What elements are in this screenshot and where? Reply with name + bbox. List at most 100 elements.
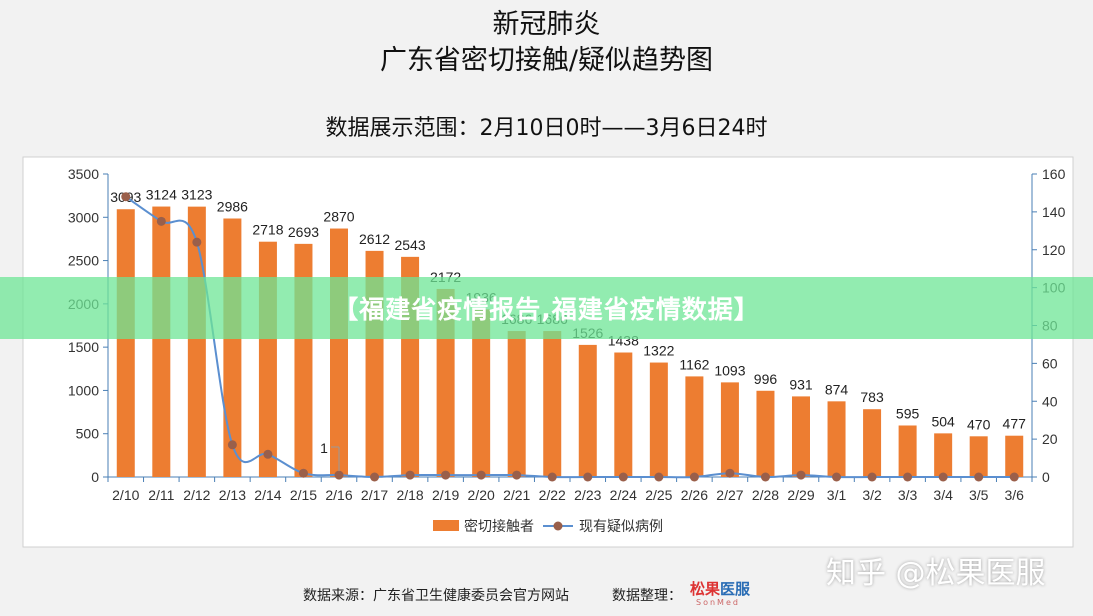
point-suspected (298, 468, 308, 478)
banner-text: 【福建省疫情报告,福建省疫情数据】 (333, 295, 760, 324)
bar-value-label: 3123 (181, 187, 212, 203)
bar-contact (720, 382, 739, 477)
x-tick-label: 2/12 (183, 487, 210, 503)
x-tick-label: 2/21 (503, 487, 530, 503)
logo-text-a: 松果 (690, 580, 721, 598)
bar-value-label: 2543 (394, 237, 425, 253)
bar-value-label: 931 (789, 376, 813, 392)
bar-contact (756, 390, 775, 477)
bar-value-label: 2612 (359, 231, 390, 247)
x-tick-label: 2/25 (645, 487, 672, 503)
bar-value-label: 2718 (252, 222, 283, 238)
x-tick-label: 2/22 (539, 487, 566, 503)
x-tick-label: 2/23 (574, 487, 601, 503)
bar-value-label: 1162 (679, 356, 709, 372)
y-right-tick-label: 120 (1042, 242, 1066, 258)
bar-contact (578, 344, 597, 477)
legend-swatch-contact (433, 520, 459, 531)
bar-contact (898, 425, 917, 477)
bar-contact (969, 436, 988, 477)
point-suspected (405, 470, 415, 480)
bar-value-label: 996 (754, 371, 778, 387)
x-tick-label: 3/3 (898, 487, 918, 503)
point-suspected (974, 472, 984, 482)
legend-marker-suspected (553, 521, 563, 531)
y-left-tick-label: 2500 (68, 253, 99, 269)
bar-contact (330, 228, 348, 477)
y-right-tick-label: 160 (1042, 166, 1066, 182)
y-right-tick-label: 60 (1042, 355, 1058, 371)
y-right-tick-label: 20 (1042, 431, 1058, 447)
point-suspected (334, 470, 344, 480)
data-range-text: 数据展示范围：2月10日0时——3月6日24时 (325, 116, 768, 141)
bar-contact (472, 309, 491, 477)
point-suspected (156, 216, 166, 226)
x-tick-label: 2/15 (290, 487, 317, 503)
point-suspected (832, 472, 842, 482)
point-suspected (689, 472, 699, 482)
point-suspected (867, 472, 877, 482)
organizer-logo: 松果医服 SonMed (690, 572, 780, 612)
data-source: 数据来源：广东省卫生健康委员会官方网站 (303, 588, 569, 604)
bar-contact (116, 209, 135, 478)
x-tick-label: 2/10 (112, 487, 139, 503)
point-suspected (547, 472, 557, 482)
chart-title-line1: 新冠肺炎 (492, 9, 601, 40)
bar-contact (685, 376, 704, 477)
bar-value-label: 3124 (146, 187, 177, 203)
point-suspected (263, 449, 273, 459)
point-suspected (796, 470, 806, 480)
x-tick-label: 3/1 (827, 487, 847, 503)
y-right-tick-label: 40 (1042, 393, 1058, 409)
point-suspected (618, 472, 628, 482)
x-tick-label: 2/16 (325, 487, 352, 503)
bar-value-label: 2870 (323, 209, 354, 225)
x-tick-label: 2/11 (148, 487, 174, 503)
bar-contact (863, 409, 882, 477)
logo-sub: SonMed (696, 598, 740, 607)
legend-label-contact: 密切接触者 (464, 518, 534, 535)
legend-label-suspected: 现有疑似病例 (579, 519, 663, 535)
point-suspected (476, 470, 486, 480)
bar-value-label: 783 (860, 389, 884, 405)
x-tick-label: 2/29 (787, 487, 814, 503)
point-suspected (583, 472, 593, 482)
y-right-tick-label: 0 (1042, 469, 1050, 485)
annotation-label: 1 (320, 440, 328, 456)
point-suspected (903, 472, 913, 482)
bar-contact (792, 396, 810, 477)
x-tick-label: 2/27 (716, 487, 743, 503)
y-left-tick-label: 1000 (68, 382, 99, 398)
y-right-tick-label: 140 (1042, 204, 1066, 220)
bar-value-label: 2693 (288, 224, 319, 240)
overlay-banner: 【福建省疫情报告,福建省疫情数据】 (0, 277, 1093, 339)
bar-contact (1005, 435, 1024, 477)
point-suspected (654, 472, 664, 482)
bar-contact (543, 331, 562, 477)
bar-value-label: 504 (931, 413, 955, 429)
x-tick-label: 2/18 (396, 487, 423, 503)
bar-value-label: 477 (1003, 416, 1027, 432)
bar-value-label: 595 (896, 405, 920, 421)
x-tick-label: 2/20 (468, 487, 495, 503)
y-left-tick-label: 3500 (68, 166, 99, 182)
bar-value-label: 470 (967, 416, 991, 432)
logo-text-b: 医服 (720, 580, 751, 598)
point-suspected (760, 472, 770, 482)
point-suspected (227, 440, 237, 450)
y-left-tick-label: 3000 (68, 209, 99, 225)
x-tick-label: 2/28 (752, 487, 779, 503)
bar-contact (827, 401, 846, 477)
bar-value-label: 874 (825, 381, 849, 397)
bar-contact (223, 218, 242, 477)
x-tick-label: 3/4 (933, 487, 953, 503)
data-organizer-label: 数据整理： (612, 588, 682, 604)
bar-contact (152, 206, 171, 478)
x-tick-label: 3/2 (862, 487, 882, 503)
x-tick-label: 3/6 (1004, 487, 1024, 503)
point-suspected (370, 472, 380, 482)
bar-contact (934, 433, 953, 477)
bar-contact (187, 206, 206, 477)
bar-value-label: 1322 (643, 343, 674, 359)
